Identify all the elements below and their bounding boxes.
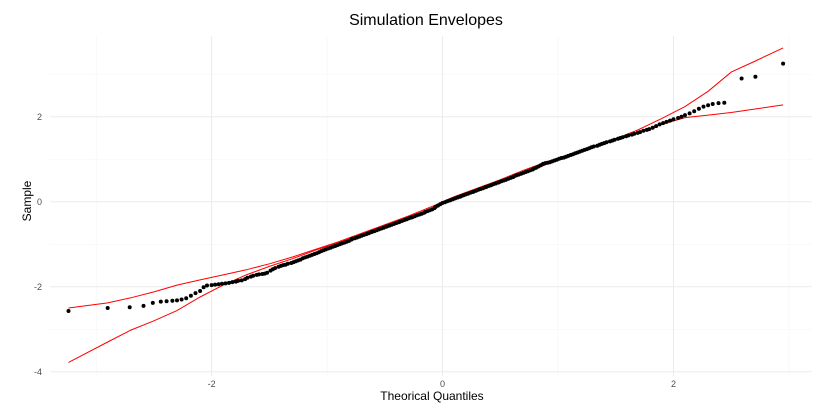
sample-point	[184, 296, 189, 301]
sample-point	[179, 297, 184, 302]
chart-title: Simulation Envelopes	[349, 12, 503, 29]
envelope-lower-line	[68, 104, 784, 363]
sample-point	[236, 278, 241, 283]
sample-point	[638, 130, 642, 135]
sample-point	[170, 298, 175, 303]
sample-point	[692, 109, 697, 114]
sample-point	[664, 119, 669, 124]
sample-point	[105, 306, 110, 310]
sample-points	[66, 61, 786, 313]
sample-point	[781, 61, 786, 66]
sample-point	[175, 298, 179, 303]
sample-point	[657, 122, 662, 127]
x-tick-label: 0	[440, 379, 445, 389]
sample-point	[632, 131, 637, 136]
sample-point	[612, 137, 617, 142]
sample-point	[227, 280, 231, 285]
y-axis-label: Sample	[20, 180, 34, 221]
sample-point	[205, 283, 209, 288]
sample-point	[245, 275, 250, 280]
sample-point	[668, 118, 672, 123]
y-tick-label: -2	[34, 282, 42, 292]
y-tick-label: -4	[34, 367, 42, 377]
sample-point	[591, 144, 596, 149]
sample-point	[230, 280, 235, 285]
sample-point	[209, 283, 214, 288]
grid	[50, 36, 812, 376]
sample-point	[66, 309, 71, 313]
sample-point	[706, 103, 711, 108]
sample-point	[687, 111, 692, 116]
sample-point	[676, 116, 681, 120]
sample-point	[223, 281, 228, 286]
sample-point	[701, 104, 706, 109]
envelope-upper-line	[68, 47, 784, 309]
sample-point	[220, 281, 224, 286]
sample-point	[722, 100, 727, 105]
sample-point	[216, 282, 221, 287]
sample-point	[164, 299, 169, 304]
x-tick-label: 2	[671, 379, 676, 389]
sample-point	[193, 291, 198, 296]
sample-point	[654, 124, 659, 129]
sample-point	[641, 128, 646, 133]
x-tick-label: -2	[208, 379, 216, 389]
sample-point	[683, 113, 687, 118]
sample-point	[671, 117, 676, 122]
sample-point	[265, 270, 270, 275]
y-tick-label: 0	[37, 197, 42, 207]
sample-point	[158, 299, 163, 304]
sample-point	[257, 272, 261, 277]
sample-point	[716, 101, 721, 106]
sample-point	[626, 133, 631, 138]
sample-point	[604, 140, 609, 145]
sample-point	[285, 261, 290, 266]
sample-point	[127, 305, 132, 310]
envelope-lines	[68, 47, 784, 363]
sample-point	[141, 303, 146, 308]
sample-point	[661, 121, 666, 126]
sample-point	[213, 282, 218, 287]
x-axis-label: Theorical Quantiles	[380, 389, 483, 403]
sample-point	[198, 289, 203, 293]
sample-point	[679, 114, 684, 119]
sample-point	[150, 300, 155, 305]
y-tick-label: 2	[37, 112, 42, 122]
sample-point	[239, 278, 244, 283]
sample-point	[696, 106, 701, 111]
sample-point	[710, 102, 715, 106]
sample-point	[620, 135, 625, 140]
sample-point	[273, 266, 278, 271]
sample-point	[753, 74, 758, 79]
sample-point	[647, 127, 652, 132]
sample-point	[201, 285, 206, 290]
sample-point	[650, 125, 655, 130]
sample-point	[188, 293, 193, 298]
sample-point	[739, 76, 744, 81]
sample-point	[251, 273, 256, 278]
tick-labels: -2 0 2 -4 -2 0 2	[34, 112, 676, 389]
